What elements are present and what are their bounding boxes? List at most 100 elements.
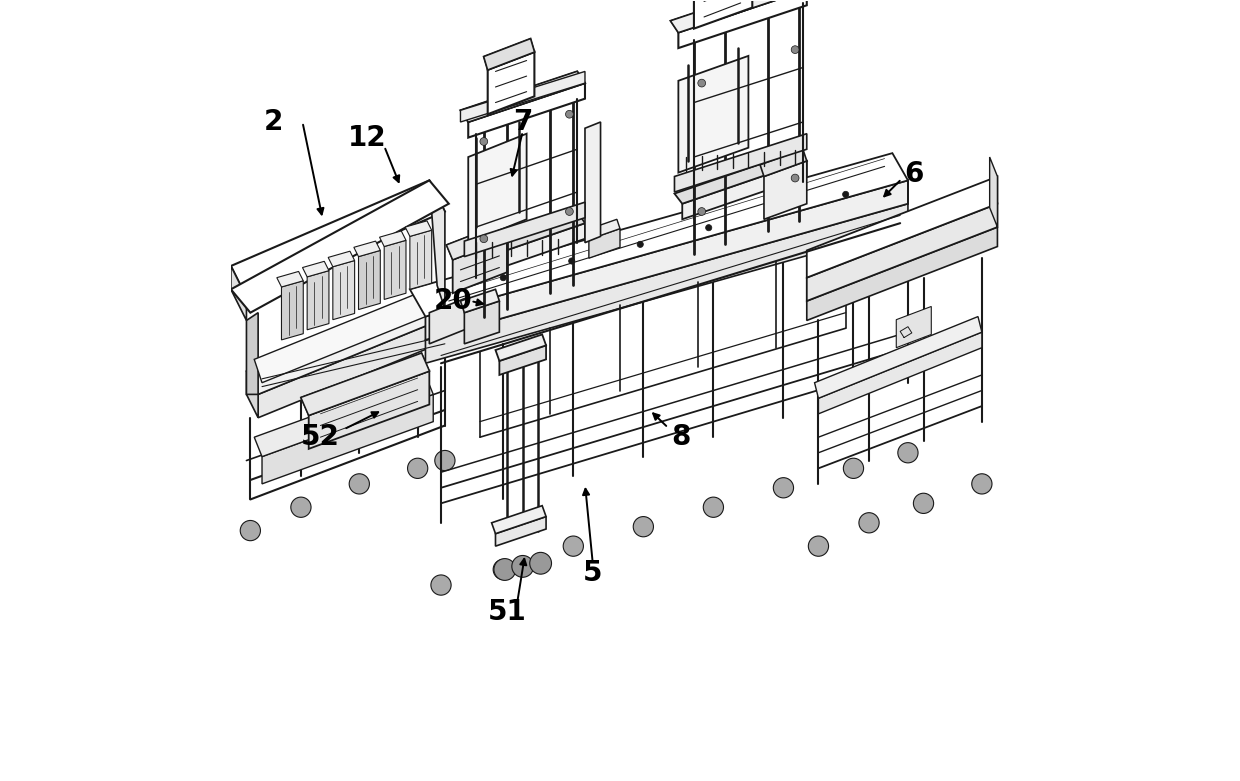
Circle shape: [972, 474, 992, 494]
Polygon shape: [464, 212, 585, 262]
Polygon shape: [429, 297, 469, 344]
Circle shape: [703, 497, 723, 517]
Circle shape: [435, 451, 455, 471]
Polygon shape: [405, 221, 432, 237]
Polygon shape: [258, 316, 449, 418]
Polygon shape: [353, 241, 381, 257]
Polygon shape: [309, 371, 429, 449]
Circle shape: [843, 458, 863, 479]
Polygon shape: [247, 312, 258, 394]
Polygon shape: [500, 345, 546, 375]
Polygon shape: [678, 56, 749, 173]
Polygon shape: [460, 71, 585, 122]
Polygon shape: [460, 71, 585, 122]
Polygon shape: [675, 151, 807, 204]
Polygon shape: [308, 271, 329, 330]
Circle shape: [569, 258, 575, 264]
Circle shape: [634, 516, 653, 537]
Polygon shape: [254, 375, 433, 457]
Circle shape: [842, 191, 849, 198]
Circle shape: [430, 575, 451, 595]
Polygon shape: [464, 202, 585, 257]
Polygon shape: [760, 149, 807, 177]
Polygon shape: [469, 134, 527, 243]
Polygon shape: [807, 227, 997, 320]
Text: 51: 51: [487, 598, 527, 626]
Text: 20: 20: [433, 287, 472, 315]
Polygon shape: [472, 223, 585, 278]
Polygon shape: [469, 83, 585, 137]
Polygon shape: [675, 134, 807, 192]
Polygon shape: [807, 177, 997, 278]
Polygon shape: [671, 0, 807, 33]
Polygon shape: [247, 371, 258, 418]
Text: 12: 12: [347, 123, 387, 152]
Polygon shape: [491, 505, 546, 533]
Polygon shape: [815, 316, 982, 398]
Circle shape: [914, 494, 934, 513]
Polygon shape: [453, 239, 507, 293]
Polygon shape: [281, 281, 304, 340]
Polygon shape: [694, 0, 753, 29]
Text: 2: 2: [264, 108, 284, 136]
Polygon shape: [496, 334, 546, 361]
Polygon shape: [990, 157, 997, 227]
Polygon shape: [585, 219, 620, 240]
Polygon shape: [484, 39, 534, 70]
Circle shape: [512, 555, 533, 577]
Circle shape: [350, 474, 370, 494]
Circle shape: [565, 110, 573, 118]
Circle shape: [774, 478, 794, 498]
Polygon shape: [764, 161, 807, 219]
Polygon shape: [496, 516, 546, 546]
Circle shape: [808, 536, 828, 556]
Circle shape: [774, 208, 780, 214]
Polygon shape: [425, 204, 908, 363]
Text: 8: 8: [671, 423, 691, 451]
Polygon shape: [262, 394, 433, 484]
Polygon shape: [807, 204, 997, 301]
Polygon shape: [277, 272, 304, 287]
Circle shape: [698, 79, 706, 87]
Polygon shape: [897, 306, 931, 348]
Polygon shape: [446, 224, 507, 260]
Polygon shape: [678, 0, 807, 48]
Polygon shape: [247, 293, 449, 394]
Polygon shape: [487, 52, 534, 114]
Polygon shape: [460, 289, 500, 312]
Polygon shape: [671, 0, 807, 33]
Polygon shape: [425, 180, 908, 340]
Polygon shape: [303, 262, 329, 277]
Polygon shape: [231, 266, 247, 320]
Circle shape: [408, 458, 428, 479]
Polygon shape: [231, 180, 449, 312]
Circle shape: [494, 558, 516, 580]
Polygon shape: [358, 251, 381, 309]
Circle shape: [291, 497, 311, 517]
Circle shape: [791, 46, 799, 54]
Polygon shape: [410, 153, 908, 316]
Circle shape: [480, 235, 487, 243]
Polygon shape: [484, 39, 534, 70]
Circle shape: [637, 241, 644, 248]
Circle shape: [494, 559, 513, 580]
Text: 5: 5: [583, 559, 603, 587]
Polygon shape: [332, 261, 355, 319]
Text: 6: 6: [904, 160, 924, 188]
Polygon shape: [329, 251, 355, 267]
Polygon shape: [410, 230, 432, 289]
Circle shape: [859, 512, 879, 533]
Polygon shape: [384, 241, 405, 299]
Polygon shape: [460, 71, 585, 122]
Text: 7: 7: [513, 108, 532, 136]
Polygon shape: [379, 231, 405, 247]
Polygon shape: [231, 180, 445, 297]
Circle shape: [563, 536, 584, 556]
Polygon shape: [301, 353, 429, 415]
Circle shape: [529, 552, 552, 574]
Circle shape: [698, 208, 706, 216]
Circle shape: [898, 443, 918, 463]
Circle shape: [241, 520, 260, 540]
Polygon shape: [446, 224, 507, 260]
Polygon shape: [818, 332, 982, 414]
